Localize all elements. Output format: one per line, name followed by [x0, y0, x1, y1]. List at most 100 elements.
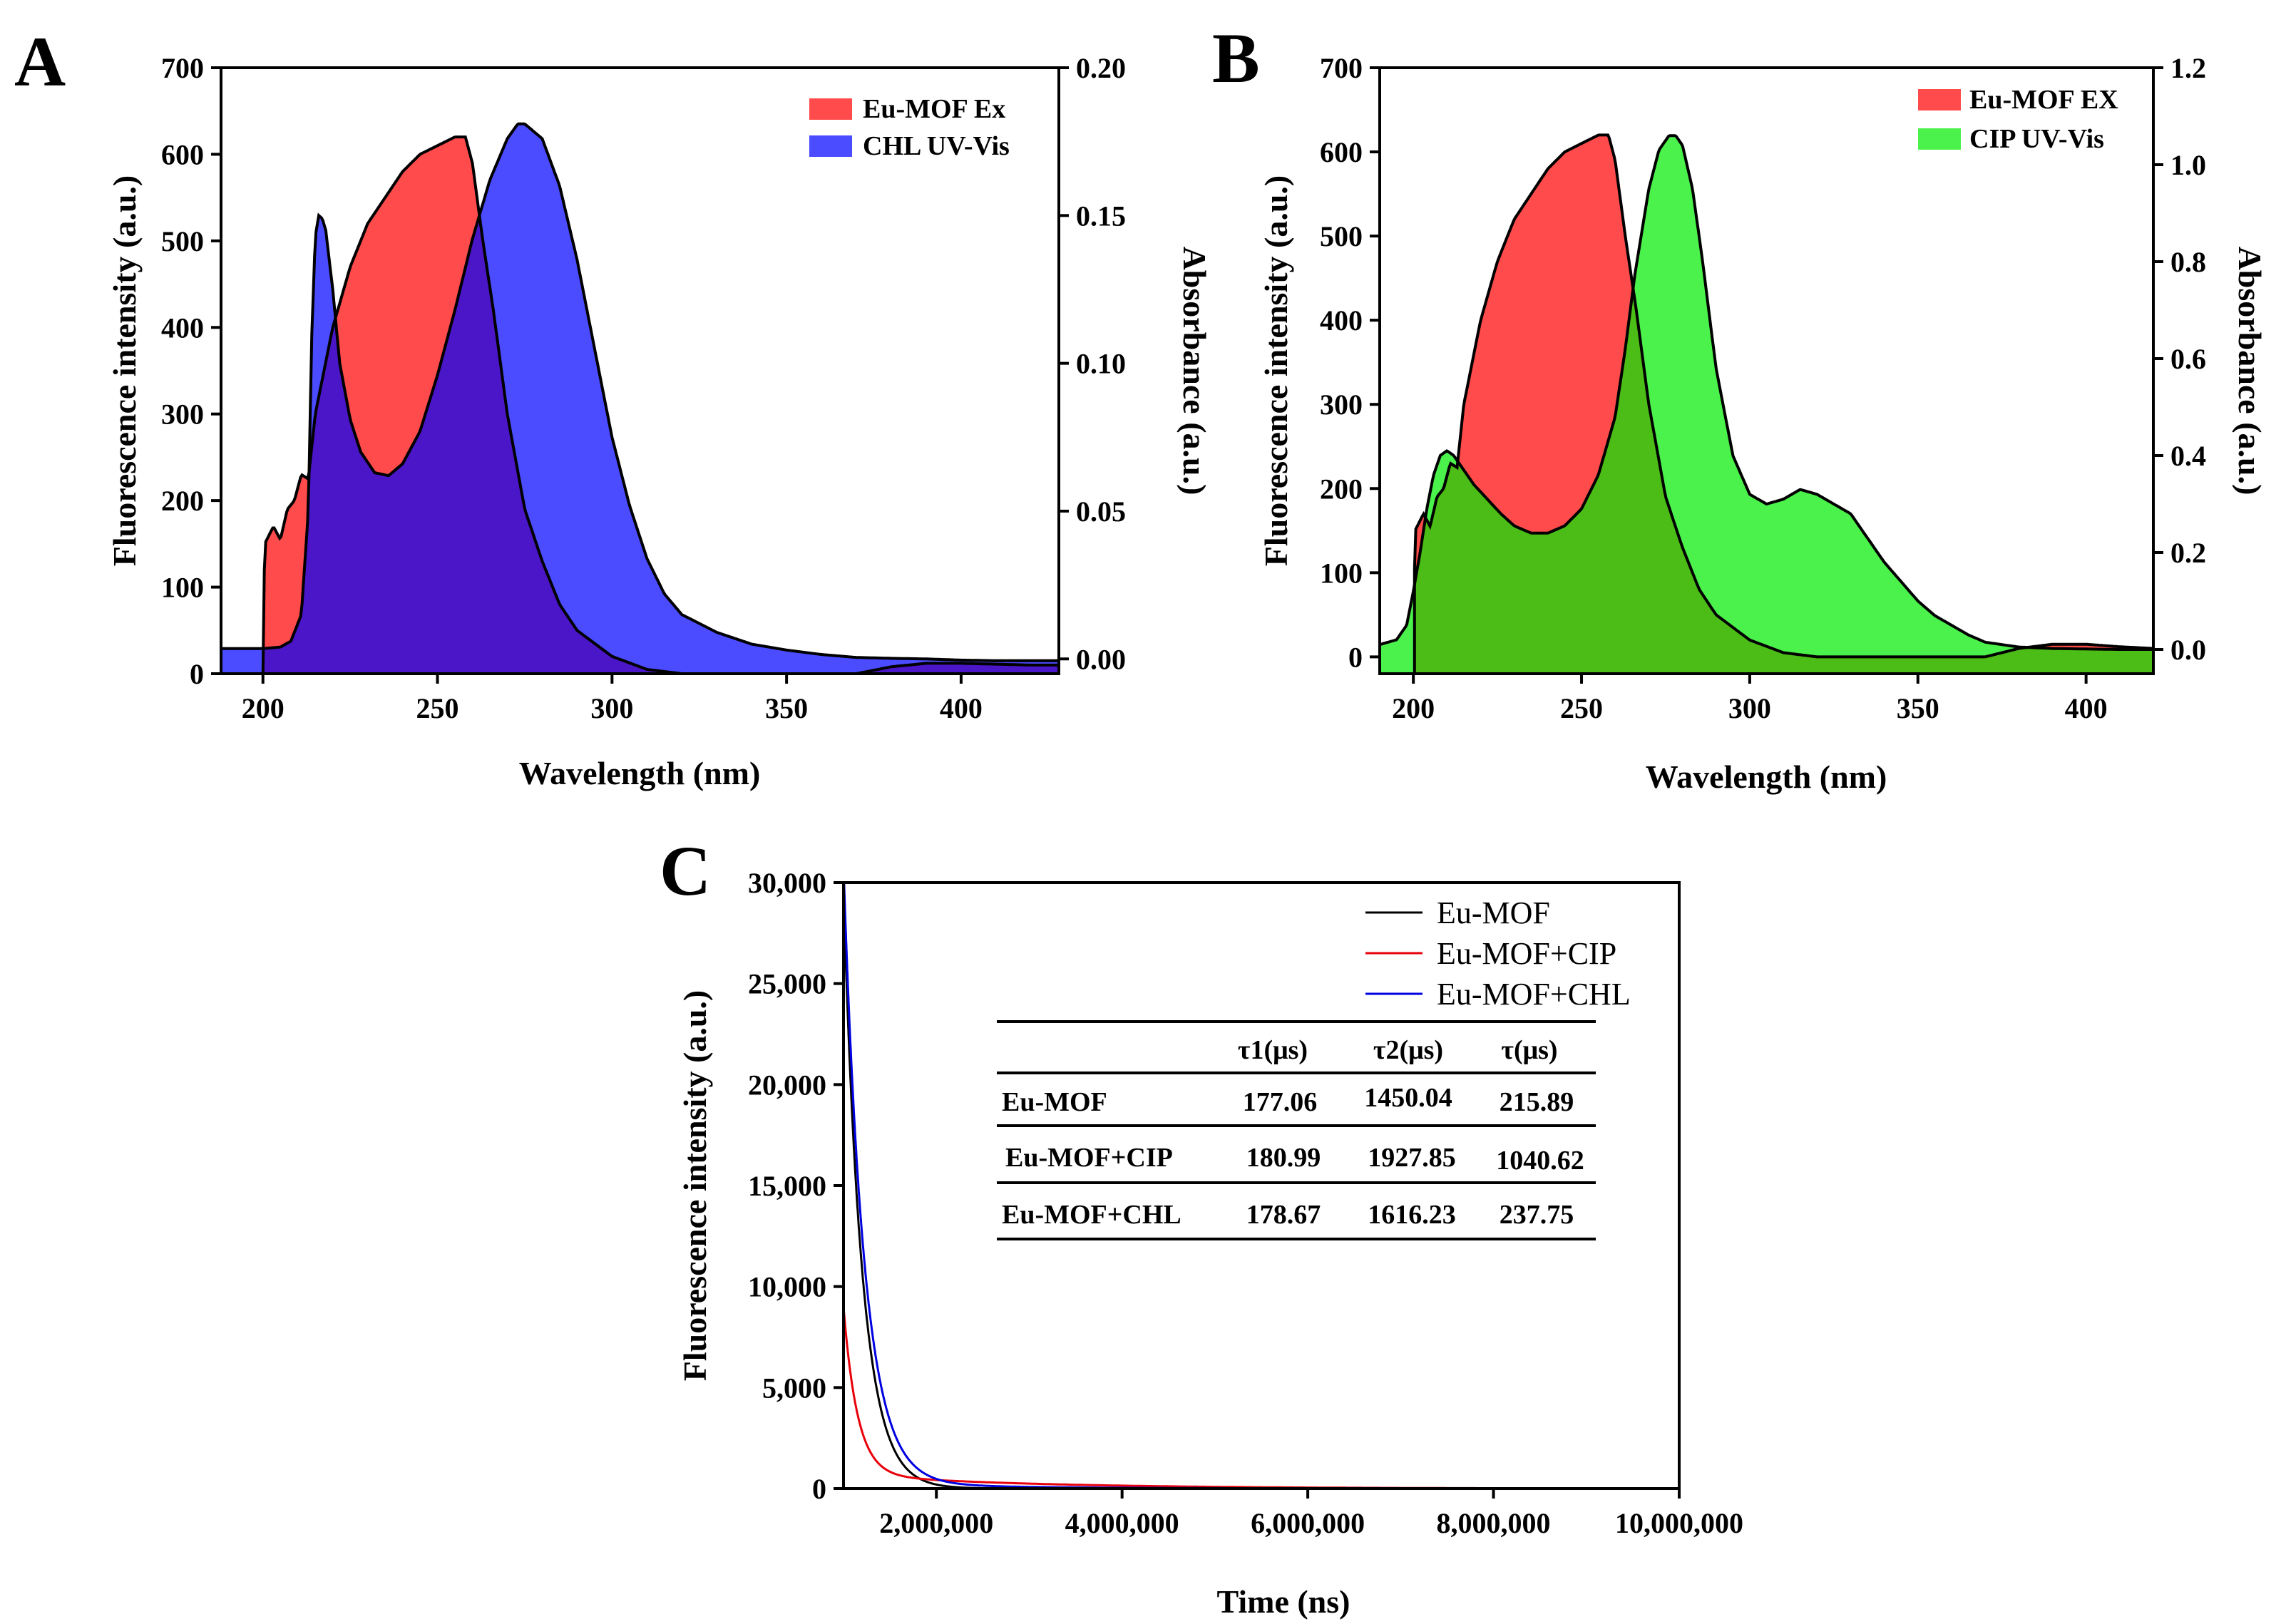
y-tick-label: 700: [1320, 52, 1363, 84]
c-legend: Eu-MOF Eu-MOF+CIP Eu-MOF+CHL: [1365, 895, 1631, 1012]
a-plot-frame: [220, 66, 1060, 675]
x-tick-label: 350: [1897, 692, 1939, 724]
c-table-cell: 177.06: [1243, 1087, 1318, 1117]
y-tick-label: 200: [1320, 473, 1363, 505]
y-tick-label: 25,000: [748, 968, 826, 1000]
a-legend: Eu-MOF Ex CHL UV-Vis: [809, 94, 1010, 161]
c-table-cell: 237.75: [1500, 1200, 1574, 1230]
c-legend-label-eu-mof-cip: Eu-MOF+CIP: [1437, 936, 1616, 971]
y2-tick-label: 0.00: [1076, 643, 1126, 675]
panel-c: 2,000,000 4,000,000 6,000,000 8,000,000 10,0…: [660, 831, 1743, 1620]
b-legend-swatch-abs: [1918, 128, 1961, 150]
a-overlap-area: [221, 215, 1059, 674]
x-tick-label: 2,000,000: [879, 1507, 993, 1539]
b-y2-ticks: 0.0 0.2 0.4 0.6 0.8 1.0 1.2: [2153, 52, 2206, 666]
b-absorbance-line: [1380, 134, 2153, 651]
c-x-ticks: 2,000,000 4,000,000 6,000,000 8,000,000 10,0…: [879, 1489, 1743, 1539]
a-legend-label-abs: CHL UV-Vis: [863, 131, 1010, 161]
c-legend-label-eu-mof: Eu-MOF: [1437, 895, 1550, 930]
b-overlap-area: [1380, 292, 2153, 674]
x-tick-label: 250: [416, 692, 459, 724]
y-tick-label: 10,000: [748, 1271, 826, 1303]
y-tick-label: 500: [161, 225, 204, 257]
a-y2-ticks: 0.00 0.05 0.10 0.15 0.20: [1059, 52, 1126, 675]
c-table-row-label: Eu-MOF+CIP: [1005, 1143, 1173, 1173]
y-tick-label: 400: [1320, 304, 1363, 336]
a-fluorescence-line: [261, 135, 1059, 674]
y-tick-label: 300: [1320, 389, 1363, 421]
c-legend-label-eu-mof-chl: Eu-MOF+CHL: [1437, 977, 1631, 1012]
y-tick-label: 20,000: [748, 1069, 826, 1101]
y2-tick-label: 1.2: [2170, 52, 2206, 84]
c-table-cell: 215.89: [1500, 1087, 1574, 1117]
a-x-axis-label: Wavelength (nm): [519, 755, 761, 791]
c-x-axis-label: Time (ns): [1217, 1583, 1350, 1620]
b-legend: Eu-MOF EX CIP UV-Vis: [1918, 85, 2118, 154]
c-table-header-tau2: τ2(μs): [1373, 1035, 1443, 1065]
c-table-cell: 178.67: [1246, 1200, 1321, 1230]
c-line-eu-mof: [844, 893, 1679, 1489]
b-panel-label: B: [1212, 19, 1260, 98]
y2-tick-label: 0.0: [2170, 634, 2206, 666]
a-x-ticks: 200 250 300 350 400: [242, 674, 983, 724]
b-legend-swatch-fluor: [1918, 89, 1961, 111]
y2-tick-label: 0.10: [1076, 348, 1126, 380]
b-y2-axis-label: Absorbance (a.u.): [2232, 247, 2268, 495]
c-table-header-tau: τ(μs): [1501, 1035, 1557, 1065]
c-table-cell: 1927.85: [1368, 1143, 1456, 1173]
y2-tick-label: 0.15: [1076, 200, 1126, 232]
b-legend-label-fluor: Eu-MOF EX: [1969, 85, 2118, 115]
c-table-cell: 1616.23: [1368, 1200, 1456, 1230]
c-y-ticks: 0 5,000 10,000 15,000 20,000 25,000 30,000: [748, 867, 844, 1505]
y2-tick-label: 0.6: [2170, 343, 2206, 375]
c-table-cell: 1450.04: [1364, 1083, 1452, 1113]
b-y-axis-label: Fluorescence intensity (a.u.): [1258, 175, 1294, 567]
a-panel-label: A: [14, 22, 66, 101]
x-tick-label: 10,000,000: [1615, 1507, 1743, 1539]
a-legend-label-fluor: Eu-MOF Ex: [863, 94, 1005, 124]
c-line-eu-mof-cip: [844, 1306, 1679, 1489]
y-tick-label: 15,000: [748, 1170, 826, 1202]
c-panel-label: C: [660, 831, 711, 910]
c-table-row-label: Eu-MOF+CHL: [1002, 1200, 1181, 1230]
a-y-ticks: 0 100 200 300 400 500 600 700: [161, 52, 221, 690]
c-table-cell: 180.99: [1246, 1143, 1321, 1173]
y-tick-label: 300: [161, 399, 204, 431]
y-tick-label: 700: [161, 52, 204, 84]
c-y-axis-label: Fluorescence intensity (a.u.): [677, 990, 713, 1382]
x-tick-label: 250: [1560, 692, 1603, 724]
y-tick-label: 0: [190, 658, 204, 690]
a-y2-axis-label: Absorbance (a.u.): [1177, 247, 1213, 495]
panel-b: 200 250 300 350 400 0 100 200 300 400 500 600 700 0…: [1212, 19, 2268, 795]
b-x-axis-label: Wavelength (nm): [1646, 759, 1887, 795]
x-tick-label: 8,000,000: [1437, 1507, 1551, 1539]
y-tick-label: 500: [1320, 220, 1363, 252]
b-y-ticks: 0 100 200 300 400 500 600 700: [1320, 52, 1380, 673]
x-tick-label: 300: [590, 692, 633, 724]
y-tick-label: 100: [161, 572, 204, 604]
b-plot-frame: [1378, 66, 2155, 675]
c-table-header-tau1: τ1(μs): [1238, 1035, 1308, 1065]
y2-tick-label: 0.20: [1076, 52, 1126, 84]
y-tick-label: 600: [161, 138, 204, 170]
c-table-row-label: Eu-MOF: [1002, 1087, 1107, 1117]
x-tick-label: 400: [940, 692, 983, 724]
x-tick-label: 200: [242, 692, 284, 724]
panel-a: 200 250 300 350 400 0 100 200 300 400 500 600 700 0…: [14, 22, 1213, 791]
y-tick-label: 0: [1348, 641, 1363, 673]
y-tick-label: 30,000: [748, 867, 826, 899]
a-legend-swatch-fluor: [809, 98, 852, 120]
b-x-ticks: 200 250 300 350 400: [1392, 674, 2108, 724]
y2-tick-label: 0.2: [2170, 537, 2206, 569]
x-tick-label: 6,000,000: [1251, 1507, 1365, 1539]
y-tick-label: 200: [161, 485, 204, 517]
a-absorbance-line: [221, 122, 1059, 662]
x-tick-label: 350: [765, 692, 808, 724]
x-tick-label: 400: [2065, 692, 2108, 724]
a-y-axis-label: Fluorescence intensity (a.u.): [106, 175, 143, 567]
a-legend-swatch-abs: [809, 135, 852, 157]
b-legend-label-abs: CIP UV-Vis: [1969, 124, 2104, 154]
x-tick-label: 300: [1728, 692, 1771, 724]
y-tick-label: 0: [812, 1473, 826, 1505]
